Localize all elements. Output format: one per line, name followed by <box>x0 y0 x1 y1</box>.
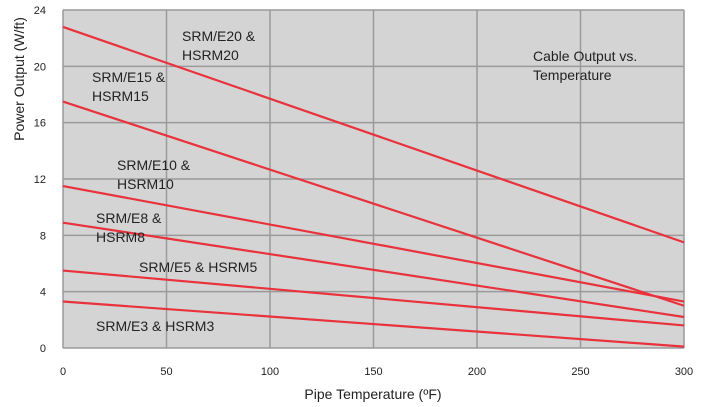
annotation-6-line-0: SRM/E3 & HSRM3 <box>96 318 214 334</box>
x-tick-label-1: 50 <box>160 366 172 378</box>
x-tick-label-0: 0 <box>60 366 66 378</box>
series-lines <box>62 25 685 348</box>
y-tick-label-4: 16 <box>34 118 46 130</box>
series-line-5 <box>62 300 685 348</box>
y-tick-label-6: 24 <box>34 5 46 17</box>
x-axis-label: Pipe Temperature (ºF) <box>304 386 441 402</box>
annotation-4: SRM/E8 & HSRM8 <box>96 210 162 245</box>
annotation-4-line-0: SRM/E8 & <box>96 210 162 226</box>
y-tick-label-2: 8 <box>40 230 46 242</box>
annotations: Cable Output vs. Temperature SRM/E20 & HSRM… <box>92 28 637 334</box>
annotation-1-line-0: SRM/E20 & <box>182 28 256 44</box>
grid <box>62 9 685 349</box>
x-tick-label-3: 150 <box>364 366 382 378</box>
annotation-4-line-1: HSRM8 <box>96 229 145 245</box>
y-axis-label: Power Output (W/ft) <box>11 17 27 141</box>
x-tick-label-5: 250 <box>571 366 589 378</box>
series-line-4 <box>62 269 685 327</box>
x-tick-label-2: 100 <box>261 366 279 378</box>
series-line-2 <box>62 184 685 303</box>
annotation-0: Cable Output vs. Temperature <box>533 48 637 83</box>
annotation-6: SRM/E3 & HSRM3 <box>96 318 214 334</box>
annotation-1-line-1: HSRM20 <box>182 47 239 63</box>
series-line-3 <box>62 221 685 319</box>
series-line-1 <box>62 100 685 307</box>
annotation-3-line-1: HSRM10 <box>117 176 174 192</box>
y-tick-label-5: 20 <box>34 61 46 73</box>
annotation-1: SRM/E20 & HSRM20 <box>182 28 256 63</box>
annotation-3: SRM/E10 & HSRM10 <box>117 157 191 192</box>
tick-labels: 0 50 100 150 200 250 300 0 4 8 12 16 20 24 <box>34 5 693 378</box>
annotation-5-line-0: SRM/E5 & HSRM5 <box>139 259 257 275</box>
annotation-2-line-0: SRM/E15 & <box>92 69 166 85</box>
x-tick-label-4: 200 <box>468 366 486 378</box>
x-tick-label-6: 300 <box>675 366 693 378</box>
series-line-0 <box>62 25 685 244</box>
annotation-2: SRM/E15 & HSRM15 <box>92 69 166 104</box>
annotation-5: SRM/E5 & HSRM5 <box>139 259 257 275</box>
annotation-0-line-0: Cable Output vs. <box>533 48 637 64</box>
y-tick-label-3: 12 <box>34 174 46 186</box>
annotation-2-line-1: HSRM15 <box>92 88 149 104</box>
annotation-0-line-1: Temperature <box>533 67 612 83</box>
annotation-3-line-0: SRM/E10 & <box>117 157 191 173</box>
y-tick-label-0: 0 <box>40 343 46 355</box>
y-tick-label-1: 4 <box>40 287 46 299</box>
